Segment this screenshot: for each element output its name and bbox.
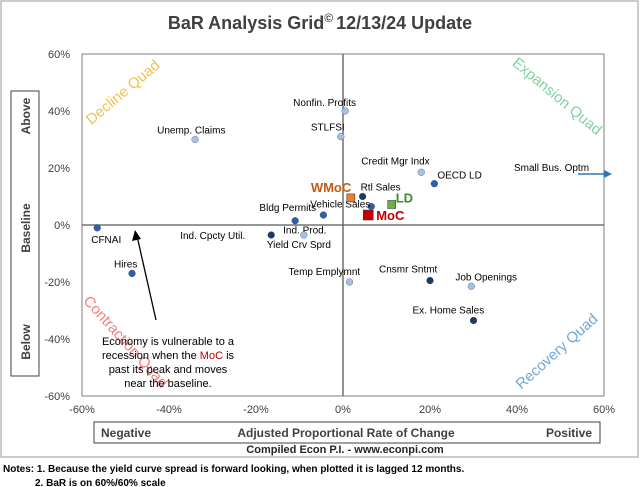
point-label-ind-prod: Ind. Prod. (283, 226, 326, 237)
off-chart-label: Small Bus. Optm (514, 163, 589, 174)
note-line-1: Notes: 1. Because the yield curve spread… (3, 464, 464, 475)
point-label-rtl-sales: Rtl Sales (361, 183, 401, 194)
y-tick-label: 40% (48, 106, 70, 118)
point-ind-cpcty-util (267, 231, 275, 239)
x-tick-label: -20% (243, 404, 269, 416)
point-cnsmr-sntmt (426, 277, 434, 285)
point-stlfsi (337, 133, 345, 141)
point-job-openings (467, 282, 475, 290)
point-label-cnsmr-sntmt: Cnsmr Sntmt (379, 265, 438, 276)
x-axis-positive: Positive (546, 426, 592, 440)
annotation-text: Economy is vulnerable to a recession when… (102, 336, 235, 390)
y-axis-box (10, 90, 40, 377)
annotation-arrowhead (132, 230, 141, 241)
tick-labels: -60% -40% -20% 0% 20% 40% 60% 60% 40% 20% 0% -20% -4… (44, 49, 615, 416)
point-bldg-permits (319, 211, 327, 219)
copyright-mark: © (324, 11, 333, 25)
point-oecd-ld (430, 180, 438, 188)
y-tick-label: 0% (54, 220, 70, 232)
title-date: 12/13/24 Update (336, 13, 472, 33)
x-tick-label: 0% (335, 404, 351, 416)
point-label-vehicle-sales: Vehicle Sales (310, 199, 370, 210)
point-label-ex-home-sales: Ex. Home Sales (413, 305, 485, 316)
point-credit-mgr-indx (417, 168, 425, 176)
point-ind-prod (291, 217, 299, 225)
compiled-credit: Compiled Econ P.I. - www.econpi.com (246, 444, 444, 456)
x-axis-negative: Negative (101, 426, 151, 440)
y-tick-label: -20% (44, 277, 70, 289)
note-line-2: 2. BaR is on 60%/60% scale (35, 478, 166, 487)
point-label-wmoc: WMoC (311, 180, 352, 195)
y-axis-below: Below (19, 324, 33, 360)
point-label-unemp-claims: Unemp. Claims (157, 126, 225, 137)
x-axis-title: Adjusted Proportional Rate of Change (237, 426, 455, 440)
y-tick-label: 60% (48, 49, 70, 61)
x-tick-label: 40% (506, 404, 528, 416)
point-yield-crv-sprd (300, 231, 308, 239)
y-axis-baseline: Baseline (19, 203, 33, 253)
x-tick-label: 60% (593, 404, 615, 416)
annotation-arrow (136, 235, 157, 321)
point-temp-emplymnt (345, 278, 354, 286)
y-tick-label: 20% (48, 163, 70, 175)
point-label-cfnai: CFNAI (91, 235, 121, 246)
point-nonfin-profits (341, 107, 349, 115)
y-axis-above: Above (19, 97, 33, 134)
point-label-job-openings: Job Openings (455, 272, 517, 283)
point-label-temp-emplymnt: Temp Emplymnt (289, 267, 361, 278)
x-tick-label: -40% (156, 404, 182, 416)
point-label-stlfsi: STLFSI (311, 123, 345, 134)
point-label-ind-cpcty-util: Ind. Cpcty Util. (180, 231, 245, 242)
point-ex-home-sales (469, 316, 478, 325)
point-ld (387, 200, 397, 209)
point-label-yield-crv-sprd: Yield Crv Sprd (267, 240, 331, 251)
point-label-nonfin-profits: Nonfin. Profits (293, 98, 356, 109)
data-points: Nonfin. Profits STLFSI Unemp. Claims Credit… (91, 98, 517, 325)
point-label-moc: MoC (376, 208, 405, 223)
point-label-hires: Hires (114, 259, 137, 270)
chart-frame (0, 0, 639, 458)
chart-title: BaR Analysis Grid© 12/13/24 Update (168, 11, 472, 33)
point-hires (128, 269, 136, 278)
x-tick-label: -60% (69, 404, 95, 416)
point-wmoc (346, 193, 356, 203)
x-axis-box (93, 421, 601, 444)
point-label-credit-mgr-indx: Credit Mgr Indx (361, 156, 429, 167)
x-tick-label: 20% (419, 404, 441, 416)
point-label-bldg-permits: Bldg Permits (259, 203, 316, 214)
point-rtl-sales (359, 192, 367, 201)
point-label-oecd-ld: OECD LD (437, 171, 481, 182)
point-unemp-claims (191, 135, 199, 144)
point-moc (362, 209, 374, 221)
y-tick-label: -60% (44, 391, 70, 403)
y-tick-label: -40% (44, 334, 70, 346)
point-label-ld: LD (396, 190, 413, 205)
off-chart-arrowhead (604, 170, 612, 178)
point-cfnai (93, 224, 101, 232)
